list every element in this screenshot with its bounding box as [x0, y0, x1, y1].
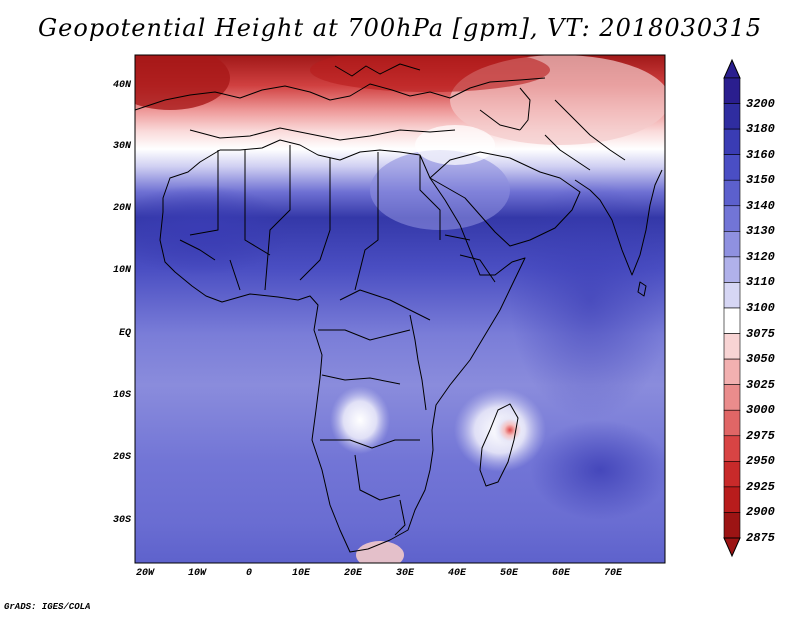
lon-label-40e: 40E [447, 568, 466, 579]
colorbar-swatch [723, 154, 741, 181]
lat-label-40n: 40N [112, 80, 131, 91]
colorbar-label: 3100 [746, 301, 775, 315]
lat-label-10s: 10S [112, 390, 131, 401]
lon-label-50e: 50E [499, 568, 518, 579]
lon-label-60e: 60E [551, 568, 570, 579]
lat-label-20n: 20N [112, 203, 131, 214]
lon-label-0: 0 [245, 568, 252, 579]
colorbar-swatch [723, 358, 741, 385]
colorbar-swatch [723, 256, 741, 283]
colorbar-label: 3160 [746, 147, 775, 162]
colorbar-label: 3025 [746, 377, 775, 392]
coastlines [134, 63, 663, 553]
colorbar-swatch [723, 103, 741, 130]
colorbar-label: 2875 [746, 531, 775, 545]
colorbar-swatch [723, 384, 741, 411]
colorbar-label: 2900 [746, 505, 775, 520]
colorbar-swatch [723, 307, 741, 334]
colorbar-swatch [723, 77, 741, 104]
grads-credit: GrADS: IGES/COLA [4, 602, 91, 612]
colorbar-label: 2950 [746, 454, 775, 469]
colorbar-swatch [723, 128, 741, 155]
colorbar-label: 3120 [746, 249, 775, 264]
colorbar-swatch [723, 231, 741, 258]
colorbar-label: 3000 [746, 403, 775, 418]
lon-label-70e: 70E [603, 568, 622, 579]
colorbar-arrow-top [723, 58, 741, 79]
colorbar-swatch [723, 512, 741, 539]
colorbar-label: 3130 [746, 224, 775, 239]
lat-label-20s: 20S [112, 452, 131, 463]
colorbar-swatch [723, 333, 741, 360]
colorbar [723, 58, 741, 558]
lon-label-10e: 10E [291, 568, 310, 579]
colorbar-label: 2925 [746, 479, 775, 494]
lon-label-20e: 20E [343, 568, 362, 579]
colorbar-swatch [723, 205, 741, 232]
height-field [135, 55, 665, 563]
lat-label-eq: EQ [118, 328, 131, 339]
lon-label-20w: 20W [135, 568, 154, 579]
lon-label-10w: 10W [187, 568, 206, 579]
colorbar-label: 3140 [746, 198, 775, 213]
colorbar-label: 3110 [746, 275, 775, 290]
map-frame [134, 54, 666, 564]
lon-label-30e: 30E [395, 568, 414, 579]
lat-label-30s: 30S [112, 515, 131, 526]
colorbar-label: 2975 [746, 428, 775, 443]
colorbar-swatch [723, 409, 741, 437]
colorbar-label: 3200 [746, 96, 775, 111]
map-title: Geopotential Height at 700hPa [gpm], VT:… [38, 14, 762, 42]
colorbar-swatch [723, 435, 741, 462]
colorbar-label: 3075 [746, 326, 775, 341]
colorbar-label: 3050 [746, 352, 775, 367]
colorbar-swatch [723, 461, 741, 488]
colorbar-label: 3150 [746, 173, 775, 188]
colorbar-label: 3180 [746, 122, 775, 137]
colorbar-swatch [723, 486, 741, 513]
colorbar-swatch [723, 282, 741, 309]
lat-label-10n: 10N [112, 265, 131, 276]
colorbar-swatch [723, 179, 741, 207]
lat-label-30n: 30N [112, 141, 131, 152]
colorbar-arrow-bottom [723, 537, 741, 558]
